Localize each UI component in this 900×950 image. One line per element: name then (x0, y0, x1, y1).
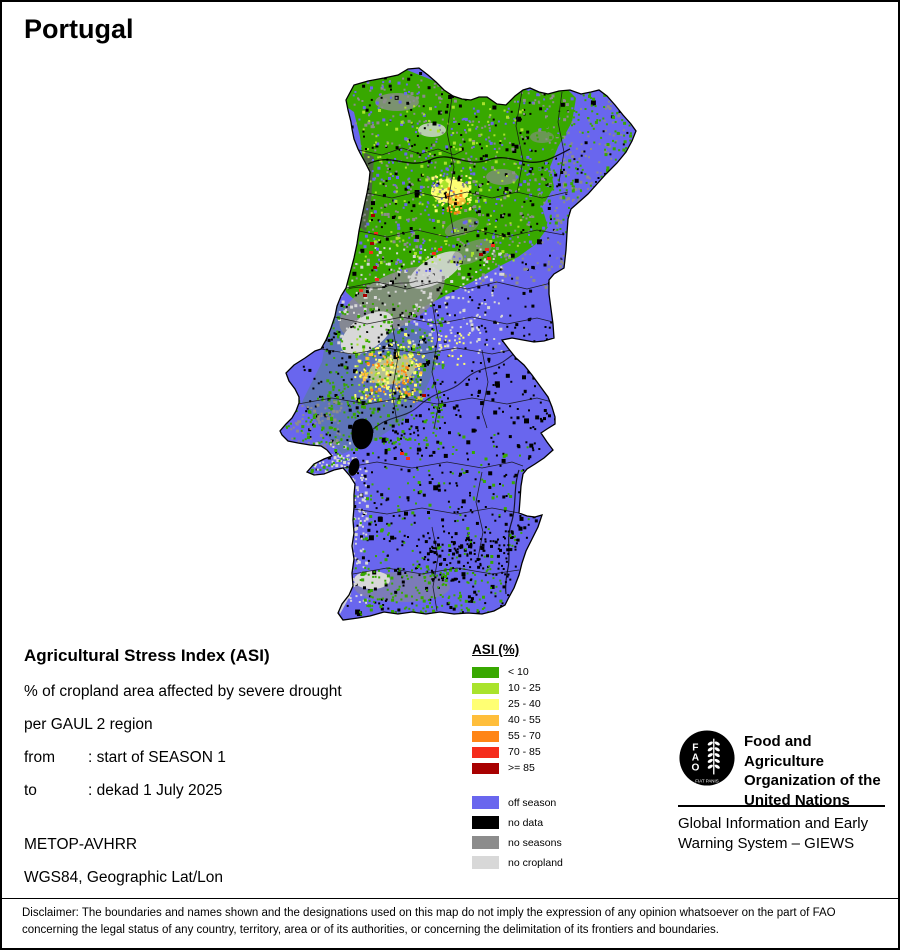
from-value: : start of SEASON 1 (88, 749, 226, 766)
fao-org-line: United Nations (744, 791, 850, 809)
asi-legend: ASI (%) < 10 10 - 25 25 - 40 40 - 55 55 - 70… (472, 642, 563, 876)
svg-text:FAO: FAO (691, 742, 699, 773)
sensor-name: METOP-AVHRR (24, 836, 138, 853)
disclaimer-line: Disclaimer: The boundaries and names sho… (22, 907, 836, 919)
to-label: to (24, 782, 37, 799)
legend-label: 55 - 70 (508, 730, 541, 742)
legend-swatch (472, 682, 499, 694)
legend-swatch (472, 856, 499, 869)
legend-class-row: 40 - 55 (472, 714, 563, 726)
asi-description-line1: % of cropland area affected by severe dr… (24, 683, 342, 700)
legend-label: >= 85 (508, 762, 535, 774)
legend-class-row: 10 - 25 (472, 682, 563, 694)
fao-divider (678, 805, 885, 807)
legend-label: no data (508, 816, 544, 829)
map-info-block: Agricultural Stress Index (ASI) % of cro… (24, 646, 464, 902)
legend-swatch (472, 698, 499, 710)
legend-swatch (472, 816, 499, 829)
asi-description-line2: per GAUL 2 region (24, 716, 153, 733)
period-from-row: from : start of SEASON 1 (24, 749, 464, 767)
legend-class-row: 70 - 85 (472, 746, 563, 758)
legend-status-row: off season (472, 796, 563, 809)
legend-swatch (472, 714, 499, 726)
legend-class-row: 25 - 40 (472, 698, 563, 710)
legend-label: off season (508, 796, 557, 809)
legend-label: 10 - 25 (508, 682, 541, 694)
disclaimer: Disclaimer: The boundaries and names sho… (22, 905, 890, 938)
map-raster-layer (280, 68, 636, 620)
fao-org-line: Organization of the (744, 772, 881, 789)
legend-class-row: 55 - 70 (472, 730, 563, 742)
giews-line: Warning System – GIEWS (678, 835, 855, 852)
legend-title: ASI (%) (472, 642, 520, 657)
from-label: from (24, 749, 55, 766)
asi-heading: Agricultural Stress Index (ASI) (24, 646, 270, 665)
legend-label: < 10 (508, 666, 529, 678)
legend-class-row: >= 85 (472, 762, 563, 774)
giews-line: Global Information and Early (678, 815, 869, 832)
page-title: Portugal (24, 14, 134, 44)
legend-swatch (472, 730, 499, 742)
disclaimer-divider (2, 898, 898, 899)
legend-status-list: off season no data no seasons no cropland (472, 796, 563, 869)
legend-swatch (472, 666, 499, 678)
legend-swatch (472, 762, 499, 774)
fao-motto: FIAT PANIS (695, 779, 718, 784)
legend-status-row: no data (472, 816, 563, 829)
legend-label: 25 - 40 (508, 698, 541, 710)
period-to-row: to : dekad 1 July 2025 (24, 782, 464, 800)
fao-org-line: Food and Agriculture (744, 733, 825, 770)
legend-class-row: < 10 (472, 666, 563, 678)
fao-org-name: Food and Agriculture Organization of the… (744, 729, 893, 810)
legend-swatch (472, 746, 499, 758)
legend-swatch (472, 796, 499, 809)
projection-name: WGS84, Geographic Lat/Lon (24, 869, 224, 886)
legend-swatch (472, 836, 499, 849)
disclaimer-line: concerning the legal status of any count… (22, 923, 719, 936)
legend-status-row: no seasons (472, 836, 563, 849)
giews-caption: Global Information and Early Warning Sys… (678, 814, 868, 854)
legend-label: 40 - 55 (508, 714, 541, 726)
legend-status-row: no cropland (472, 856, 563, 869)
legend-class-list: < 10 10 - 25 25 - 40 40 - 55 55 - 70 70 - 85 >… (472, 666, 563, 774)
legend-label: no seasons (508, 836, 562, 849)
legend-label: no cropland (508, 856, 563, 869)
to-value: : dekad 1 July 2025 (88, 782, 223, 799)
legend-label: 70 - 85 (508, 746, 541, 758)
wheat-ear-icon (707, 741, 720, 769)
